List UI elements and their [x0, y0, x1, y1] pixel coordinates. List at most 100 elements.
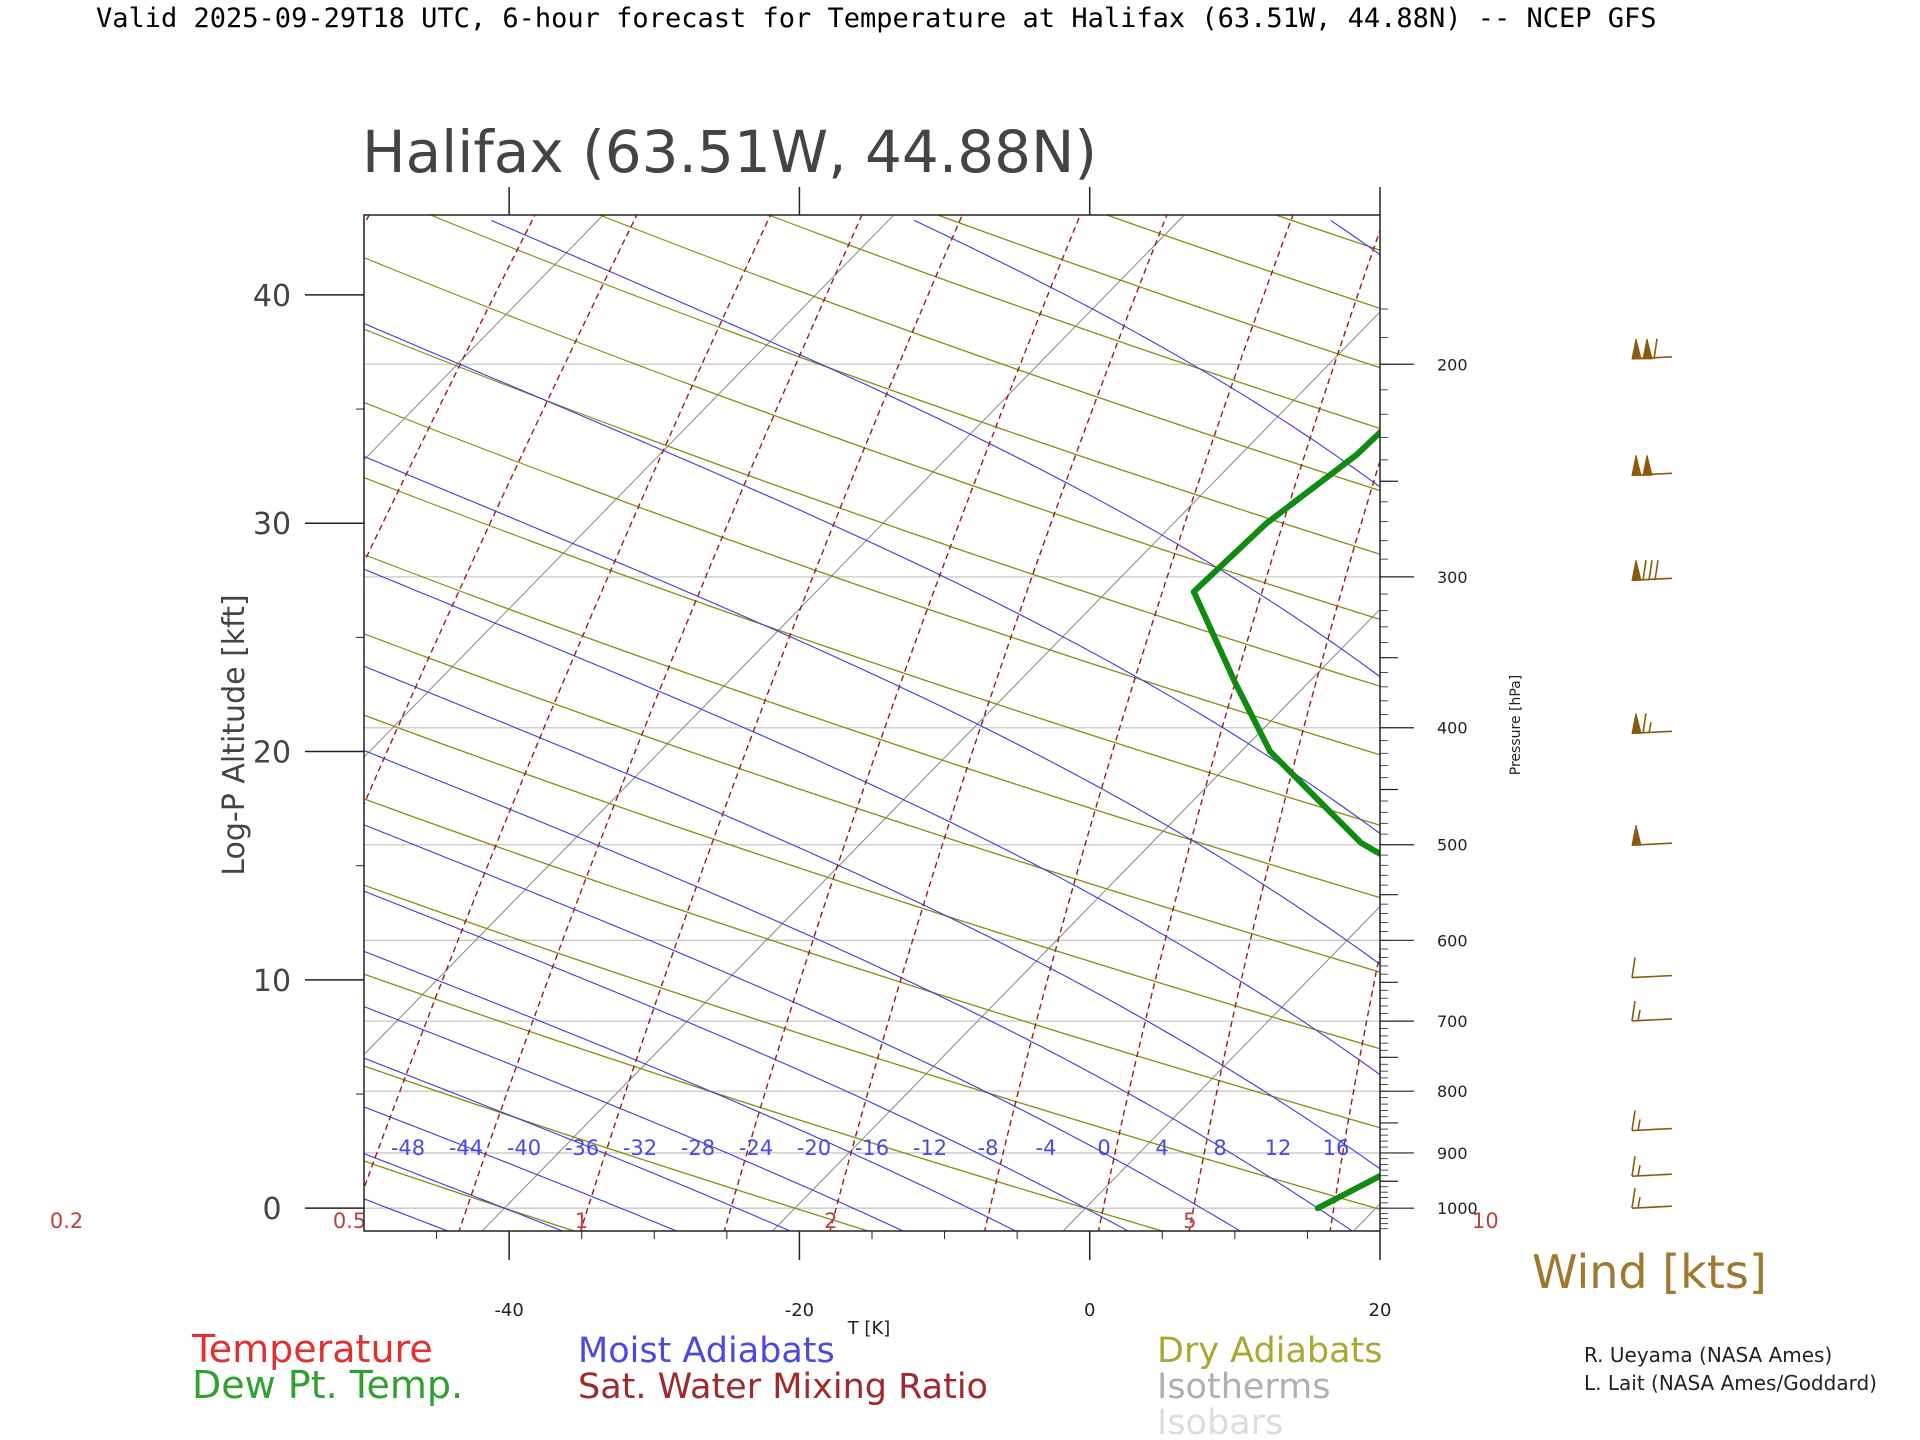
wind-label: Wind [kts] — [1532, 1245, 1767, 1299]
moist-adiabat-label: 8 — [1213, 1136, 1226, 1160]
dry-adiabat-line — [428, 215, 1380, 555]
wind-barb — [1631, 825, 1673, 846]
pressure-tick-label: 600 — [1437, 931, 1468, 950]
isotherm-line — [1062, 905, 1380, 1231]
x-tick-label: -40 — [494, 1300, 523, 1321]
legend-temperature: Temperature — [191, 1327, 433, 1371]
dry-adiabat-line — [364, 1160, 577, 1231]
dry-adiabat-line — [767, 215, 1380, 430]
mixing-ratio-label: 10 — [1472, 1209, 1499, 1233]
moist-adiabat-label: -24 — [739, 1136, 773, 1160]
moist-adiabat-label: 16 — [1323, 1136, 1350, 1160]
y-axis-label: Log-P Altitude [kft] — [217, 594, 252, 875]
dry-adiabat-line — [364, 401, 1380, 756]
dry-adiabat-line — [1777, 213, 1920, 1233]
moist-adiabat-line — [0, 220, 348, 1236]
pressure-tick-label: 900 — [1437, 1144, 1468, 1163]
moist-adiabat-line — [364, 322, 1380, 835]
moist-adiabat-label: -36 — [565, 1136, 599, 1160]
dry-adiabat-line — [364, 973, 1165, 1231]
legend-dry-adiabats: Dry Adiabats — [1157, 1331, 1383, 1371]
forecast-header: Valid 2025-09-29T18 UTC, 6-hour forecast… — [96, 3, 1657, 34]
mixing-ratio-line — [829, 215, 1168, 1231]
mixing-ratio-line — [723, 215, 1082, 1231]
credit-line-1: R. Ueyama (NASA Ames) — [1584, 1343, 1832, 1367]
moist-adiabat-line — [1330, 219, 1380, 256]
moist-adiabat-line — [364, 824, 1242, 1231]
x-tick-label: 20 — [1369, 1300, 1392, 1321]
wind-barb — [1631, 1156, 1673, 1178]
moist-adiabat-label: -4 — [1036, 1136, 1057, 1160]
profiles — [1190, 428, 1380, 1212]
moist-adiabat-line — [1668, 220, 1920, 1236]
moist-adiabat-line — [364, 1057, 792, 1231]
dry-adiabat-line — [364, 714, 1380, 1050]
moist-adiabat-line — [364, 1106, 679, 1231]
x-tick-label: -20 — [785, 1300, 814, 1321]
moist-adiabat-line — [364, 1005, 905, 1231]
moist-adiabat-label: -16 — [855, 1136, 889, 1160]
credit-line-2: L. Lait (NASA Ames/Goddard) — [1584, 1371, 1877, 1395]
moist-adiabat-label: -12 — [913, 1136, 947, 1160]
mixing-ratio-line — [579, 215, 963, 1231]
chart-title: Halifax (63.51W, 44.88N) — [362, 118, 1097, 186]
moist-adiabat-label: -20 — [797, 1136, 831, 1160]
y-tick-label: 10 — [253, 964, 291, 999]
moist-adiabat-line — [913, 219, 1380, 488]
wind-barb — [1631, 957, 1673, 979]
moist-adiabat-line — [490, 219, 1380, 678]
legend-mixing-ratio: Sat. Water Mixing Ratio — [578, 1367, 988, 1407]
dry-adiabat-line — [364, 1065, 871, 1231]
legend-dewpoint: Dew Pt. Temp. — [192, 1363, 463, 1407]
dry-adiabat-line — [364, 633, 1380, 973]
y-tick-label: 20 — [253, 736, 291, 771]
legend-moist-adiabats: Moist Adiabats — [578, 1331, 835, 1371]
mixing-ratio-line — [364, 215, 370, 227]
pressure-tick-label: 200 — [1437, 355, 1468, 374]
isotherm-line — [0, 215, 313, 1231]
mixing-ratio-line — [1668, 213, 1845, 1233]
x-axis-label: T [K] — [847, 1318, 891, 1339]
dry-adiabat-line — [936, 215, 1380, 369]
isotherm-line — [1644, 215, 1920, 1231]
moist-adiabat-line — [364, 749, 1354, 1231]
moist-adiabat-label: -32 — [623, 1136, 657, 1160]
moist-adiabat-line — [364, 455, 1380, 965]
wind-barb — [1631, 560, 1673, 582]
moist-adiabat-label: -44 — [449, 1136, 483, 1160]
mixing-ratio-line — [364, 215, 638, 806]
moist-adiabat-label: 4 — [1155, 1136, 1168, 1160]
dry-adiabat-line — [364, 256, 1380, 621]
legend: Temperature Dew Pt. Temp. Moist Adiabats… — [191, 1327, 1383, 1440]
moist-adiabat-line — [364, 890, 1130, 1231]
moist-adiabat-line — [0, 220, 116, 1236]
dry-adiabat-line — [364, 554, 1380, 899]
mixing-ratio-label: 1 — [575, 1209, 588, 1233]
x-tick-label: 0 — [1084, 1300, 1095, 1321]
dewpoint-profile — [1190, 428, 1380, 1212]
isotherm-line — [481, 311, 1380, 1231]
moist-adiabat-label: -40 — [507, 1136, 541, 1160]
wind-barb — [1631, 1110, 1673, 1132]
mixing-ratio-line — [1329, 949, 1380, 1231]
mixing-ratio-line — [1188, 458, 1380, 1231]
background-lines — [0, 213, 1920, 1236]
pressure-tick-label: 700 — [1437, 1012, 1468, 1031]
dry-adiabat-line — [364, 798, 1380, 1129]
isotherm-line — [772, 608, 1380, 1231]
background-line-labels: -48 -44 -40 -36 -32 -28 -24 -20 -16 -12 -8 -4 0 4 8 12 1… — [50, 1136, 1499, 1233]
pressure-tick-label: 300 — [1437, 568, 1468, 587]
moist-adiabat-line — [364, 1153, 565, 1231]
y-tick-label: 0 — [262, 1192, 281, 1227]
legend-isotherms: Isotherms — [1157, 1367, 1331, 1407]
isotherm-line — [364, 215, 895, 758]
mixing-ratio-label: 5 — [1183, 1209, 1196, 1233]
y-tick-label: 40 — [253, 279, 291, 314]
wind-barb — [1631, 455, 1673, 477]
wind-barb — [1631, 338, 1673, 360]
mixing-ratio-line — [1097, 228, 1380, 1231]
isotherm-line — [364, 215, 604, 461]
mixing-ratio-line — [1802, 213, 1920, 1233]
